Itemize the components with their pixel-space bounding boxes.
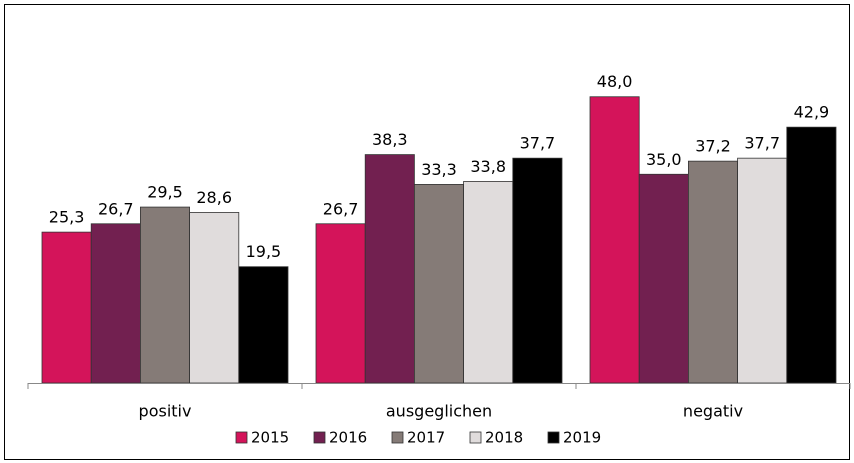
bar: [737, 157, 788, 384]
bar: [638, 173, 689, 384]
value-label: 19,5: [246, 242, 282, 261]
value-label: 26,7: [323, 199, 359, 218]
value-label: 33,8: [470, 157, 506, 176]
bar: [90, 223, 141, 384]
value-label: 26,7: [98, 199, 134, 218]
bar: [688, 160, 739, 384]
value-label: 33,3: [421, 160, 457, 179]
value-label: 37,7: [744, 134, 780, 153]
bar: [364, 154, 415, 384]
value-label: 28,6: [196, 188, 232, 207]
legend-label: 2018: [485, 429, 523, 447]
legend-swatch: [391, 431, 404, 444]
bar: [413, 184, 464, 384]
legend-swatch: [235, 431, 248, 444]
bar: [139, 206, 190, 384]
bar: [786, 126, 837, 384]
legend-label: 2017: [407, 429, 445, 447]
value-label: 29,5: [147, 183, 183, 202]
bar: [41, 231, 92, 384]
legend-label: 2019: [563, 429, 601, 447]
value-label: 25,3: [49, 208, 85, 227]
bar: [512, 157, 563, 384]
value-label: 35,0: [646, 150, 682, 169]
value-label: 37,2: [695, 137, 731, 156]
legend-swatch: [547, 431, 560, 444]
value-label: 38,3: [372, 130, 408, 149]
value-label: 48,0: [597, 72, 633, 91]
legend-label: 2016: [329, 429, 367, 447]
x-tick-label: positiv: [139, 402, 192, 421]
bar: [189, 212, 240, 384]
legend-swatch: [313, 431, 326, 444]
x-tick-label: ausgeglichen: [386, 402, 492, 421]
value-label: 37,7: [520, 134, 556, 153]
x-tick-label: negativ: [683, 402, 743, 421]
bar: [315, 223, 366, 384]
bar: [589, 96, 640, 384]
bar: [238, 266, 289, 384]
legend-label: 2015: [251, 429, 289, 447]
value-label: 42,9: [794, 103, 830, 122]
bar: [463, 181, 514, 384]
legend-swatch: [469, 431, 482, 444]
